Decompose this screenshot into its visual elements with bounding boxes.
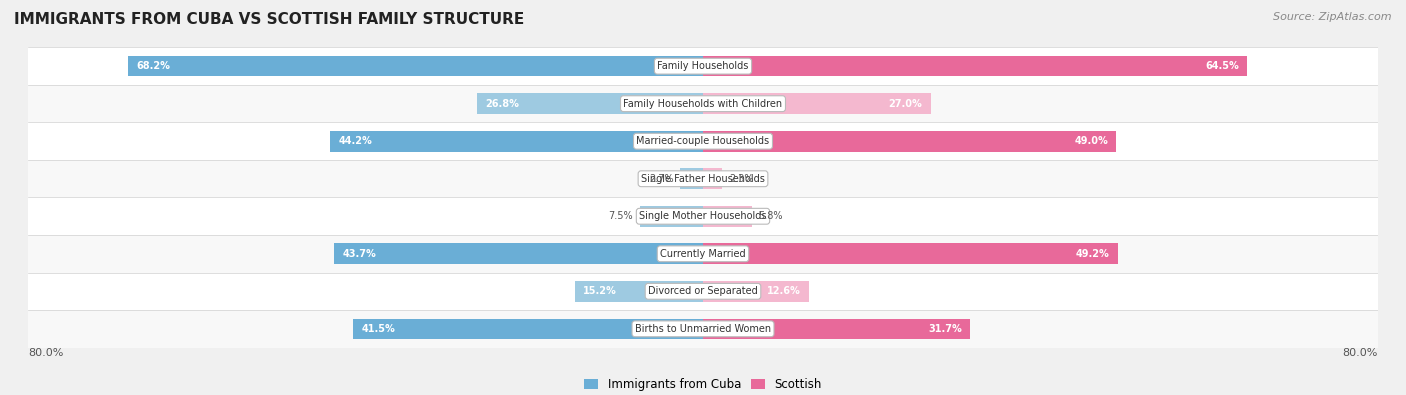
Bar: [477, 93, 703, 114]
Bar: [28, 198, 1378, 235]
Text: Single Father Households: Single Father Households: [641, 174, 765, 184]
Text: 49.0%: 49.0%: [1074, 136, 1108, 146]
Text: 64.5%: 64.5%: [1205, 61, 1239, 71]
Text: 2.7%: 2.7%: [648, 174, 673, 184]
Text: 49.2%: 49.2%: [1076, 249, 1109, 259]
Bar: [703, 318, 970, 339]
Bar: [28, 85, 1378, 122]
Text: Family Households: Family Households: [658, 61, 748, 71]
Text: Currently Married: Currently Married: [661, 249, 745, 259]
Bar: [703, 56, 1247, 77]
Text: 44.2%: 44.2%: [339, 136, 373, 146]
Text: 80.0%: 80.0%: [1343, 348, 1378, 357]
Text: 41.5%: 41.5%: [361, 324, 395, 334]
Bar: [28, 160, 1378, 198]
Bar: [28, 47, 1378, 85]
Text: 2.3%: 2.3%: [730, 174, 754, 184]
Text: 5.8%: 5.8%: [759, 211, 783, 221]
Bar: [703, 131, 1116, 152]
Bar: [681, 168, 703, 189]
Text: 15.2%: 15.2%: [583, 286, 617, 296]
Text: 7.5%: 7.5%: [609, 211, 633, 221]
Bar: [703, 168, 723, 189]
Text: 43.7%: 43.7%: [343, 249, 377, 259]
Text: Source: ZipAtlas.com: Source: ZipAtlas.com: [1274, 12, 1392, 22]
Text: IMMIGRANTS FROM CUBA VS SCOTTISH FAMILY STRUCTURE: IMMIGRANTS FROM CUBA VS SCOTTISH FAMILY …: [14, 12, 524, 27]
Text: Single Mother Households: Single Mother Households: [640, 211, 766, 221]
Text: 68.2%: 68.2%: [136, 61, 170, 71]
Bar: [703, 206, 752, 227]
Text: 26.8%: 26.8%: [485, 99, 519, 109]
Bar: [703, 281, 810, 302]
Bar: [353, 318, 703, 339]
Text: 31.7%: 31.7%: [928, 324, 962, 334]
Bar: [335, 243, 703, 264]
Bar: [703, 93, 931, 114]
Bar: [703, 243, 1118, 264]
Text: Family Households with Children: Family Households with Children: [623, 99, 783, 109]
Text: Divorced or Separated: Divorced or Separated: [648, 286, 758, 296]
Text: Married-couple Households: Married-couple Households: [637, 136, 769, 146]
Text: 27.0%: 27.0%: [889, 99, 922, 109]
Bar: [28, 122, 1378, 160]
Text: 80.0%: 80.0%: [28, 348, 63, 357]
Text: 12.6%: 12.6%: [768, 286, 801, 296]
Text: Births to Unmarried Women: Births to Unmarried Women: [636, 324, 770, 334]
Bar: [128, 56, 703, 77]
Bar: [28, 273, 1378, 310]
Bar: [28, 235, 1378, 273]
Legend: Immigrants from Cuba, Scottish: Immigrants from Cuba, Scottish: [579, 373, 827, 395]
Bar: [330, 131, 703, 152]
Bar: [575, 281, 703, 302]
Bar: [28, 310, 1378, 348]
Bar: [640, 206, 703, 227]
